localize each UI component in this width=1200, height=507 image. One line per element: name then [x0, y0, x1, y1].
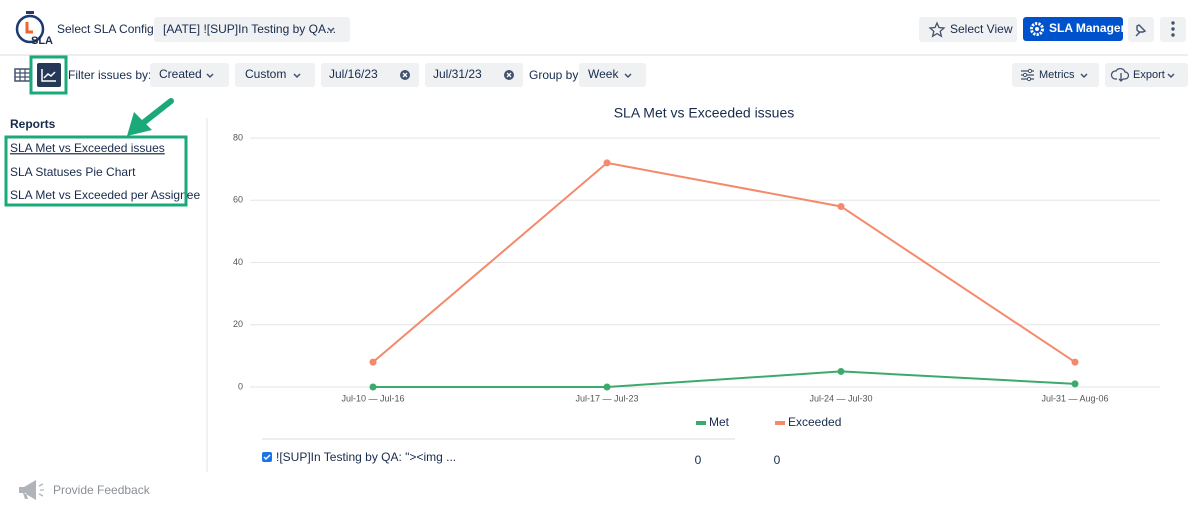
data-point [837, 367, 845, 375]
data-point [1071, 380, 1079, 388]
filter-label: Filter issues by: [68, 68, 151, 82]
chart-view-button[interactable] [37, 63, 61, 87]
row-value: 0 [695, 453, 702, 467]
config-value: [AATE] ![SUP]In Testing by QA... [163, 22, 336, 36]
more-button[interactable] [1160, 17, 1186, 42]
report-link[interactable]: SLA Statuses Pie Chart [10, 165, 136, 179]
created-label: Created [159, 67, 202, 81]
select-view-button[interactable]: Select View [919, 17, 1017, 42]
data-point [369, 358, 377, 366]
custom-dropdown[interactable]: Custom [235, 63, 315, 87]
highlight-box [29, 55, 68, 95]
reports-title: Reports [10, 117, 56, 131]
date-to[interactable]: Jul/31/23 [425, 63, 523, 87]
y-tick-label: 0 [238, 381, 243, 391]
date-from[interactable]: Jul/16/23 [321, 63, 419, 87]
metrics-button[interactable]: Metrics [1012, 63, 1099, 87]
feedback-link[interactable]: Provide Feedback [19, 480, 151, 500]
sla-manager-label: SLA Manager [1049, 21, 1126, 35]
group-by-value: Week [588, 67, 619, 81]
feedback-label: Provide Feedback [53, 483, 151, 497]
y-tick-label: 60 [233, 195, 243, 205]
group-by-dropdown[interactable]: Week [579, 63, 646, 87]
data-point [603, 159, 611, 167]
custom-label: Custom [245, 67, 286, 81]
highlight-box [4, 135, 188, 207]
created-dropdown[interactable]: Created [150, 63, 229, 87]
select-view-label: Select View [950, 22, 1013, 36]
export-button[interactable]: Export [1105, 63, 1188, 87]
legend-label: Met [709, 415, 730, 429]
chart-title: SLA Met vs Exceeded issues [614, 105, 795, 121]
data-point [603, 383, 611, 391]
date-from-value: Jul/16/23 [329, 67, 378, 81]
logo-text: SLA [31, 35, 53, 47]
legend-label: Exceeded [788, 415, 841, 429]
date-to-value: Jul/31/23 [433, 67, 482, 81]
report-link[interactable]: SLA Met vs Exceeded issues [10, 141, 165, 155]
x-tick-label: Jul-17 — Jul-23 [575, 393, 638, 403]
logo[interactable]: SLA [15, 11, 53, 47]
metrics-label: Metrics [1039, 69, 1075, 81]
pin-button[interactable] [1128, 17, 1154, 42]
export-label: Export [1133, 69, 1165, 81]
series-line [372, 161, 1076, 363]
table-view-icon[interactable] [14, 68, 31, 82]
config-dropdown[interactable]: [AATE] ![SUP]In Testing by QA... [154, 17, 350, 42]
row-label: ![SUP]In Testing by QA: "><img ... [276, 450, 456, 464]
x-tick-label: Jul-24 — Jul-30 [809, 393, 872, 403]
x-tick-label: Jul-31 — Aug-06 [1041, 393, 1108, 403]
data-point [837, 202, 845, 210]
config-label: Select SLA Config: [57, 22, 157, 36]
report-link[interactable]: SLA Met vs Exceeded per Assignee [10, 188, 200, 202]
y-tick-label: 40 [233, 257, 243, 267]
series-line [373, 370, 1076, 388]
group-by-label: Group by [529, 68, 578, 82]
row-value: 0 [774, 453, 781, 467]
sla-manager-button[interactable]: SLA Manager [1023, 17, 1126, 41]
x-tick-label: Jul-10 — Jul-16 [341, 393, 404, 403]
data-point [369, 383, 377, 391]
annotation-arrow [127, 98, 174, 136]
y-tick-label: 20 [233, 319, 243, 329]
chart: 0 20 40 60 80 Jul-10 — Jul-16 Jul-17 — Jul-23 J… [233, 132, 1160, 429]
legend-swatch [775, 421, 785, 425]
legend-swatch [696, 421, 706, 425]
y-tick-label: 80 [233, 132, 243, 142]
data-point [1071, 358, 1079, 366]
